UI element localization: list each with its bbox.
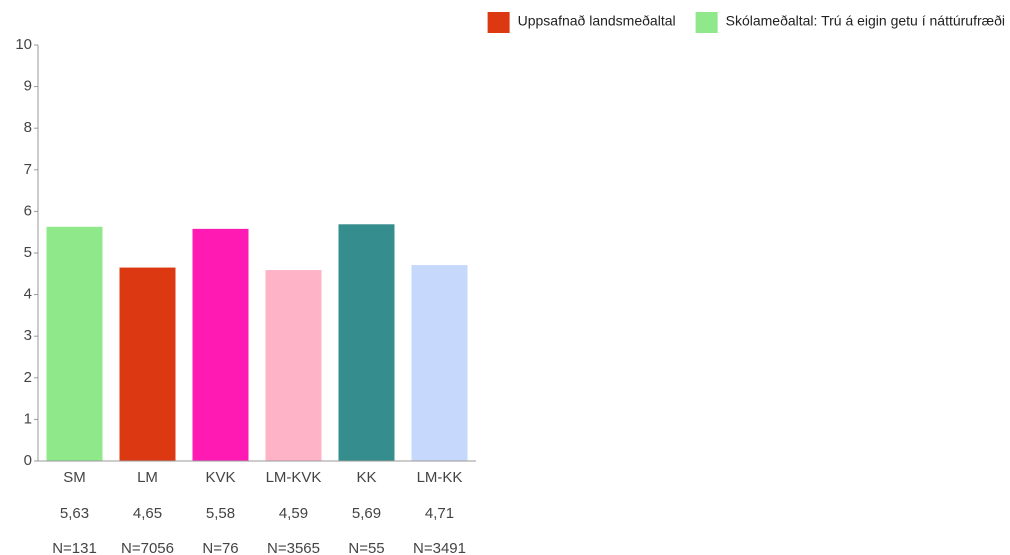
bar <box>119 267 176 461</box>
x-tick-label: KVK <box>205 469 235 486</box>
value-label: 5,63 <box>60 505 89 522</box>
y-tick-label: 1 <box>24 410 32 427</box>
value-label: 4,65 <box>133 505 162 522</box>
bar <box>192 228 249 461</box>
y-tick-label: 0 <box>24 452 32 469</box>
y-tick-label: 9 <box>24 78 32 95</box>
y-tick-label: 10 <box>15 36 32 53</box>
value-label: 5,58 <box>206 505 235 522</box>
legend-swatch <box>695 12 718 33</box>
y-tick-label: 4 <box>24 286 32 303</box>
x-tick-label: LM-KVK <box>266 469 322 486</box>
bar <box>46 226 103 461</box>
count-label: N=3565 <box>267 540 320 555</box>
x-tick-label: SM <box>63 469 86 486</box>
bar <box>411 265 468 461</box>
value-label: 4,59 <box>279 505 308 522</box>
y-tick-label: 8 <box>24 119 32 136</box>
y-tick-label: 7 <box>24 161 32 178</box>
bar <box>265 270 322 461</box>
y-tick-label: 6 <box>24 202 32 219</box>
value-label: 5,69 <box>352 505 381 522</box>
y-tick-label: 5 <box>24 244 32 261</box>
x-tick-label: KK <box>356 469 376 486</box>
x-tick-label: LM-KK <box>417 469 463 486</box>
count-label: N=7056 <box>121 540 174 555</box>
count-label: N=3491 <box>413 540 466 555</box>
legend-swatch <box>487 12 510 33</box>
y-tick-label: 2 <box>24 369 32 386</box>
count-label: N=76 <box>202 540 238 555</box>
y-tick-label: 3 <box>24 327 32 344</box>
count-label: N=131 <box>52 540 97 555</box>
legend-label: Skólameðaltal: Trú á eigin getu í náttúr… <box>726 13 1005 29</box>
legend-label: Uppsafnað landsmeðaltal <box>518 13 676 29</box>
value-label: 4,71 <box>425 505 454 522</box>
bar <box>338 224 395 461</box>
x-tick-label: LM <box>137 469 158 486</box>
count-label: N=55 <box>348 540 384 555</box>
